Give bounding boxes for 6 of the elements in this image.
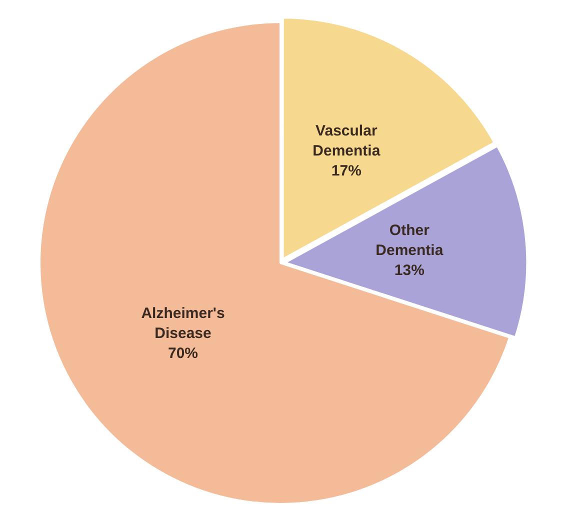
slice-label: Other Dementia <box>376 222 444 259</box>
slice-label: Alzheimer's Disease <box>141 304 225 342</box>
data-label: 13% <box>394 262 424 279</box>
data-label: 70% <box>168 344 198 362</box>
data-label: 17% <box>331 162 362 180</box>
slice-label: Vascular Dementia <box>312 122 381 160</box>
